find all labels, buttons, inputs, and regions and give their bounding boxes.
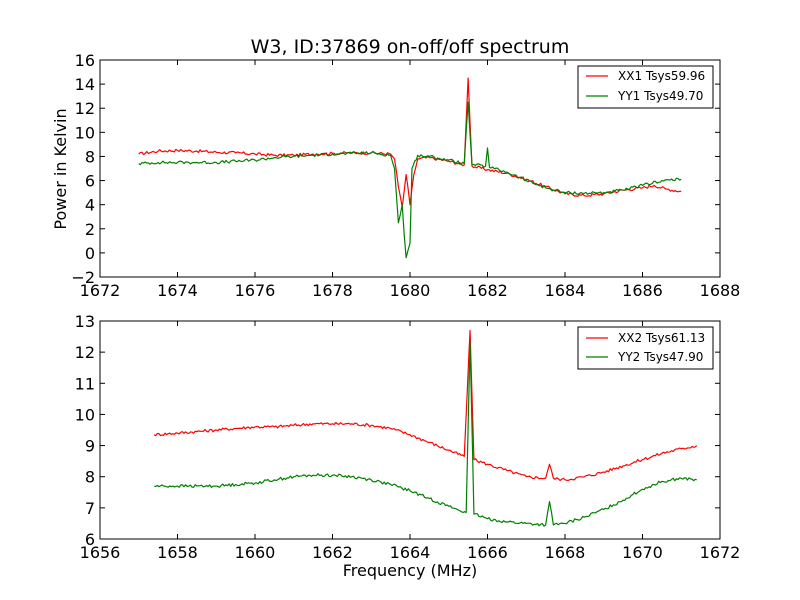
top-chart-legend-box bbox=[577, 65, 714, 109]
bottom-chart-y-tick-label: 13 bbox=[75, 312, 95, 331]
bottom-chart-x-tick-label: 1666 bbox=[467, 543, 508, 562]
bottom-chart-y-tick-label: 8 bbox=[85, 468, 95, 487]
top-chart-y-tick-label: 16 bbox=[75, 51, 95, 70]
top-chart-legend-label-1: XX1 Tsys59.96 bbox=[618, 69, 705, 83]
top-chart-series-group bbox=[138, 77, 682, 259]
bottom-chart-legend-label-1: XX2 Tsys61.13 bbox=[618, 331, 705, 345]
top-chart-y-tick-label: −2 bbox=[71, 268, 95, 287]
bottom-chart-series-line-1 bbox=[153, 329, 698, 482]
bottom-chart-legend-label-2: YY2 Tsys47.90 bbox=[617, 350, 703, 364]
top-chart-x-tick-label: 1678 bbox=[312, 281, 353, 300]
bottom-chart-legend-box bbox=[577, 326, 714, 370]
bottom-chart-x-tick-label: 1660 bbox=[235, 543, 276, 562]
top-chart-y-tick-label: 8 bbox=[85, 147, 95, 166]
top-chart-y-tick-label: 0 bbox=[85, 244, 95, 263]
bottom-chart-x-tick-label: 1670 bbox=[622, 543, 663, 562]
bottom-chart-x-tick-label: 1672 bbox=[700, 543, 741, 562]
top-chart-y-axis-label: Power in Kelvin bbox=[51, 108, 70, 229]
top-chart-x-tick-label: 1672 bbox=[80, 281, 121, 300]
bottom-chart-y-tick-label: 10 bbox=[75, 405, 95, 424]
bottom-chart-y-tick-label: 9 bbox=[85, 437, 95, 456]
top-chart-x-tick-label: 1682 bbox=[467, 281, 508, 300]
bottom-chart-x-tick-label: 1662 bbox=[312, 543, 353, 562]
bottom-chart-series-line-2 bbox=[154, 342, 697, 527]
bottom-chart-y-tick-label: 6 bbox=[85, 530, 95, 549]
bottom-chart-x-tick-label: 1664 bbox=[390, 543, 431, 562]
top-chart-legend: XX1 Tsys59.96 YY1 Tsys49.70 bbox=[577, 65, 714, 109]
bottom-chart-x-tick-label: 1656 bbox=[80, 543, 121, 562]
top-chart-y-tick-label: 14 bbox=[75, 75, 95, 94]
top-chart-y-tick-label: 10 bbox=[75, 123, 95, 142]
bottom-chart-y-tick-label: 7 bbox=[85, 499, 95, 518]
top-chart-series-line-2 bbox=[138, 101, 682, 259]
bottom-chart-x-axis-label: Frequency (MHz) bbox=[343, 561, 477, 580]
bottom-chart-y-tick-label: 12 bbox=[75, 343, 95, 362]
top-chart-x-tick-label: 1684 bbox=[545, 281, 586, 300]
bottom-chart-x-tick-label: 1658 bbox=[157, 543, 198, 562]
top-chart-x-tick-label: 1676 bbox=[235, 281, 276, 300]
top-chart-y-tick-label: 4 bbox=[85, 196, 95, 215]
top-chart-panel: 1672 1674 1676 1678 1680 1682 1684 1686 1688−202… bbox=[71, 51, 740, 300]
top-chart-x-tick-label: 1686 bbox=[622, 281, 663, 300]
bottom-chart-x-tick-label: 1668 bbox=[545, 543, 586, 562]
bottom-chart-series-group bbox=[153, 329, 698, 527]
top-chart-legend-label-2: YY1 Tsys49.70 bbox=[617, 89, 703, 103]
bottom-chart-y-tick-label: 11 bbox=[75, 374, 95, 393]
top-chart-y-tick-label: 2 bbox=[85, 220, 95, 239]
bottom-chart-legend: XX2 Tsys61.13 YY2 Tsys47.90 bbox=[577, 326, 714, 370]
top-chart-x-tick-label: 1680 bbox=[390, 281, 431, 300]
top-chart-x-tick-label: 1688 bbox=[700, 281, 741, 300]
bottom-chart-panel: 1656 1658 1660 1662 1664 1666 1668 1670 1672 6 7 8 9… bbox=[75, 312, 741, 562]
top-chart-x-tick-label: 1674 bbox=[157, 281, 198, 300]
top-chart-y-tick-label: 6 bbox=[85, 172, 95, 191]
top-chart-y-tick-label: 12 bbox=[75, 99, 95, 118]
top-chart-title: W3, ID:37869 on-off/off spectrum bbox=[251, 36, 570, 58]
